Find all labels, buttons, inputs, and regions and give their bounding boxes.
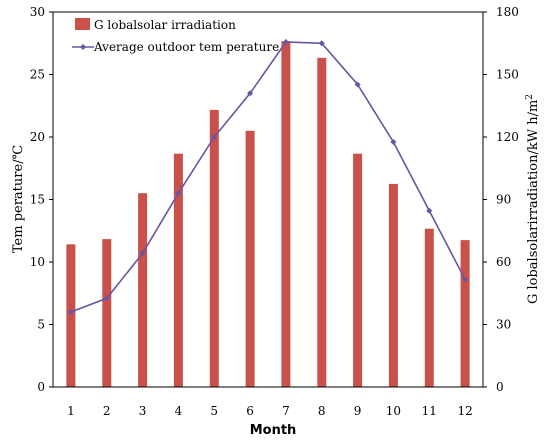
right-tick-label: 120 [496,130,519,144]
temperature-point-month-3 [139,250,146,257]
x-tick-label: 1 [67,404,75,418]
x-tick-label: 4 [175,404,183,418]
temperature-point-month-11 [426,207,433,214]
bar-month-7 [281,41,291,387]
right-tick-label: 60 [496,255,511,269]
x-tick-label: 3 [139,404,147,418]
temperature-point-month-4 [175,190,182,197]
right-tick-label: 150 [496,68,519,82]
bar-month-6 [245,130,255,388]
x-tick-label: 7 [282,404,290,418]
y-axis-left-title: Tem perature/℃ [11,145,26,253]
x-tick-label: 11 [422,404,437,418]
x-axis-title: Month [250,423,297,438]
line-series [67,39,469,315]
bar-month-5 [209,109,219,388]
bar-month-10 [388,183,398,387]
bar-month-11 [424,228,434,387]
x-tick-label: 12 [457,404,472,418]
right-tick-label: 90 [496,193,511,207]
temperature-point-month-6 [247,90,254,97]
legend-label-bar: G lobalsolar irradiation [94,18,236,32]
x-tick-label: 2 [103,404,111,418]
bar-month-9 [353,153,363,387]
left-tick-label: 15 [30,193,45,207]
temperature-point-month-7 [282,39,289,45]
bar-month-2 [102,239,112,387]
x-tick-label: 5 [210,404,218,418]
x-tick-label: 8 [318,404,326,418]
x-tick-label: 10 [386,404,401,418]
legend-swatch-marker [80,44,86,50]
legend-label-line: Average outdoor tem perature [93,40,279,54]
left-tick-label: 30 [30,5,45,19]
right-tick-label: 30 [496,318,511,332]
left-tick-label: 25 [30,68,45,82]
right-axis: 0 30 60 90 120 150 180 [483,5,519,394]
temperature-point-month-9 [354,81,361,88]
x-tick-label: 9 [354,404,362,418]
right-tick-label: 180 [496,5,519,19]
bar-month-3 [138,193,148,387]
left-axis: 0 5 10 15 20 25 30 [30,5,53,394]
bar-month-8 [317,57,327,388]
temperature-point-month-8 [318,40,325,47]
legend: G lobalsolar irradiation Average outdoor… [72,18,279,54]
bar-month-12 [460,240,470,387]
y-axis-right-title-main: G lobalsolarirradiation/kW h/m [526,100,541,304]
temperature-point-month-5 [211,134,218,140]
left-tick-label: 0 [37,380,45,394]
left-tick-label: 20 [30,130,45,144]
x-tick-label: 6 [246,404,254,418]
y-axis-right-title: G lobalsolarirradiation/kW h/m2 [525,94,541,304]
y-axis-right-title-exponent: 2 [525,94,535,100]
bar-month-1 [66,244,76,387]
x-axis: 1 2 3 4 5 6 7 8 9 10 11 12 [67,404,473,418]
right-tick-label: 0 [496,380,504,394]
left-tick-label: 5 [37,318,45,332]
temperature-point-month-1 [67,309,74,315]
temperature-point-month-10 [390,139,397,145]
bar-month-4 [173,153,183,387]
left-tick-label: 10 [30,255,45,269]
bar-series [66,41,470,388]
temperature-point-month-12 [462,276,469,283]
temperature-point-month-2 [103,295,110,302]
legend-swatch-bar [75,18,90,30]
temperature-line [70,41,466,313]
